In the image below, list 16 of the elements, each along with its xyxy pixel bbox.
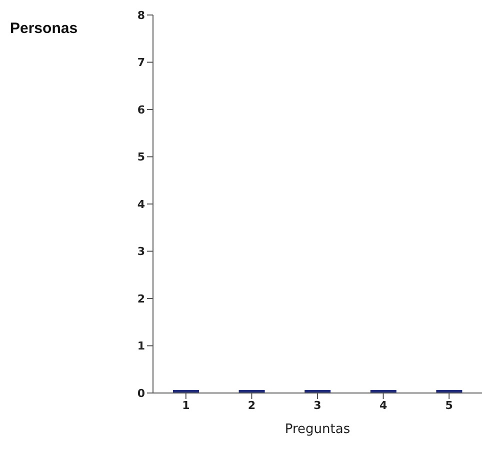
y-tick-label: 5 bbox=[137, 150, 145, 164]
y-tick-label: 8 bbox=[137, 8, 145, 22]
x-tick-label: 2 bbox=[248, 398, 256, 412]
y-tick-label: 1 bbox=[137, 340, 145, 353]
y-tick-label: 4 bbox=[137, 198, 146, 211]
x-tick-label: 5 bbox=[445, 398, 453, 412]
x-axis-title: Preguntas bbox=[284, 422, 350, 437]
y-tick-label: 6 bbox=[137, 103, 146, 116]
x-tick-label: 1 bbox=[182, 398, 190, 412]
y-tick-label: 7 bbox=[137, 56, 145, 70]
y-tick-label: 3 bbox=[137, 245, 145, 258]
y-tick-label: 2 bbox=[137, 292, 145, 306]
x-tick-label: 3 bbox=[314, 398, 322, 412]
y-tick-label: 0 bbox=[137, 386, 146, 400]
x-tick-label: 4 bbox=[379, 398, 388, 412]
y-axis-title: Personas bbox=[10, 20, 78, 37]
